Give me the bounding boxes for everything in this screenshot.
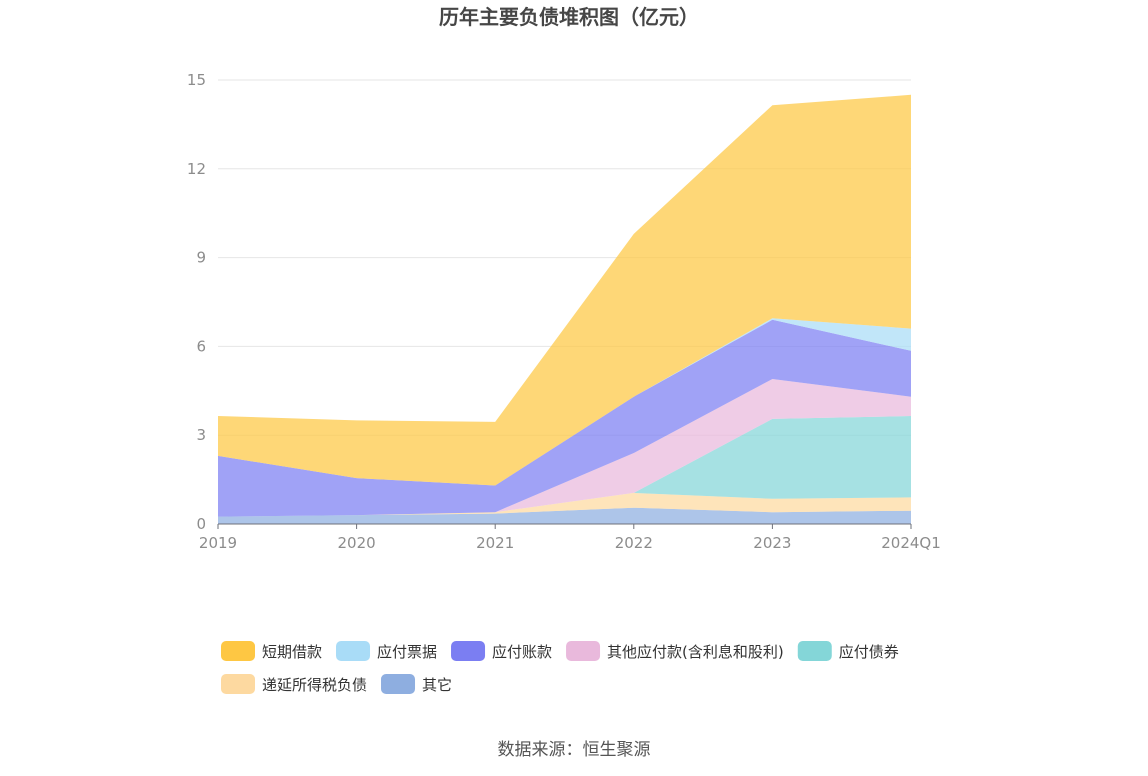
y-tick-label: 15 <box>187 71 206 89</box>
area-series-4 <box>218 319 911 517</box>
legend-swatch <box>381 674 416 694</box>
axes: 2019 2020 2021 2022 2023 2024Q1 <box>199 523 941 552</box>
legend-swatch <box>451 641 486 661</box>
y-tick-label: 3 <box>196 426 206 444</box>
legend-label: 应付债券 <box>839 643 899 661</box>
x-tick-label: 2021 <box>476 534 514 552</box>
area-series-5 <box>218 318 911 486</box>
legend-swatch <box>221 641 255 661</box>
legend-label: 其他应付款(含利息和股利) <box>607 643 784 661</box>
area-series-1 <box>218 492 911 517</box>
x-tick-label: 2022 <box>615 534 653 552</box>
data-source: 数据来源：恒生聚源 <box>498 740 651 760</box>
x-tick-label: 2024Q1 <box>881 534 941 552</box>
x-tick-label: 2023 <box>753 534 791 552</box>
legend-label: 递延所得税负债 <box>262 676 367 694</box>
y-tick-label: 6 <box>196 337 206 355</box>
legend-swatch <box>221 674 255 694</box>
y-tick-label: 12 <box>187 160 206 178</box>
legend-label: 应付账款 <box>492 643 552 661</box>
area-series-0 <box>218 507 911 524</box>
x-tick-label: 2019 <box>199 534 237 552</box>
area-series-6 <box>218 94 911 486</box>
area-series-2 <box>218 416 911 517</box>
y-tick-label: 0 <box>196 515 206 533</box>
x-tick-label: 2020 <box>338 534 376 552</box>
legend-swatch <box>797 641 832 661</box>
area-series-3 <box>218 379 911 517</box>
legend-label: 其它 <box>422 676 452 694</box>
legend-label: 短期借款 <box>262 643 322 661</box>
chart-title: 历年主要负债堆积图（亿元） <box>439 5 699 29</box>
legend-label: 应付票据 <box>377 643 437 661</box>
y-tick-label: 9 <box>196 249 206 267</box>
legend-swatch <box>566 641 601 661</box>
legend-swatch <box>336 641 371 661</box>
area-series-group <box>218 94 911 524</box>
